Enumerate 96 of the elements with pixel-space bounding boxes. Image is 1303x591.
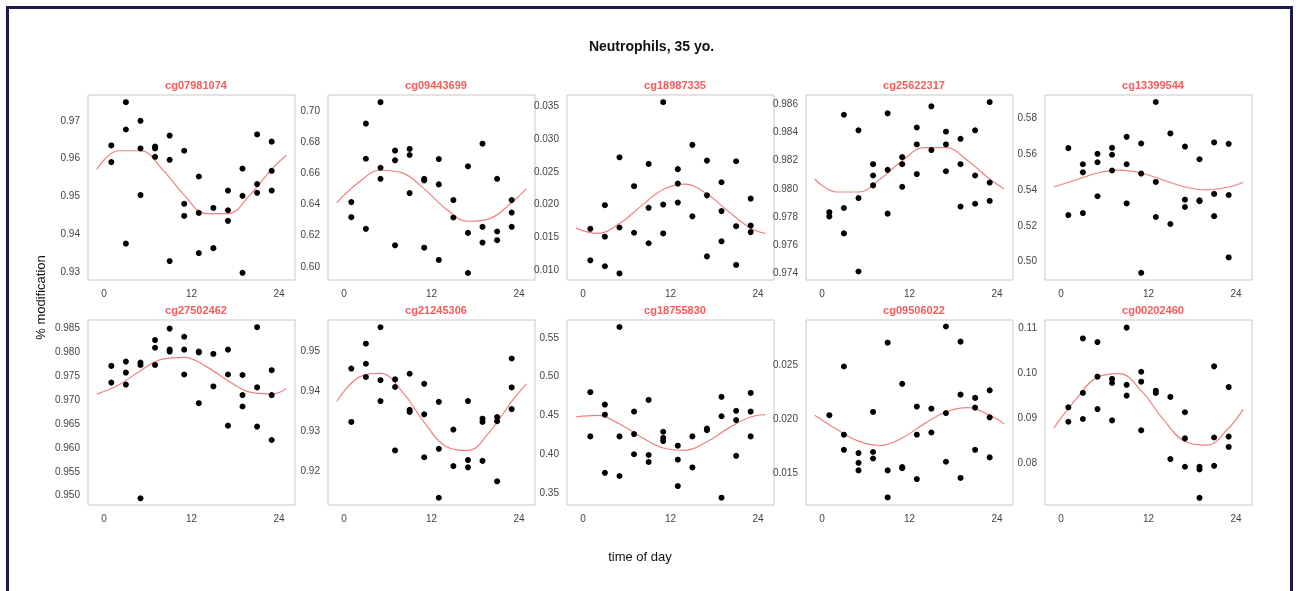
x-tick-label: 12 xyxy=(664,512,677,524)
y-tick-label: 0.70 xyxy=(300,105,321,117)
x-tick-label: 0 xyxy=(819,287,826,299)
x-tick-label: 24 xyxy=(752,512,764,524)
y-tick-label: 0.66 xyxy=(300,167,321,179)
y-tick-label: 0.93 xyxy=(60,266,81,278)
x-tick-label: 12 xyxy=(425,512,438,524)
x-tick-label: 24 xyxy=(752,287,764,299)
text: Neutrophils, 35 yo. xyxy=(587,38,716,54)
x-tick-label: 12 xyxy=(425,287,438,299)
y-tick-label: 0.09 xyxy=(1017,412,1038,424)
x-tick-label: 0 xyxy=(580,287,587,299)
y-tick-label: 0.95 xyxy=(300,344,321,356)
y-tick-label: 0.976 xyxy=(772,239,799,251)
y-tick-label: 0.10 xyxy=(1017,367,1038,379)
chart-title: cg09506022 xyxy=(883,303,945,316)
x-tick-label: 0 xyxy=(1058,512,1065,524)
y-tick-label: 0.950 xyxy=(54,489,81,501)
x-tick-label: 0 xyxy=(101,512,108,524)
y-tick-label: 0.025 xyxy=(533,165,560,177)
y-tick-label: 0.025 xyxy=(772,358,799,370)
y-tick-label: 0.55 xyxy=(539,331,560,343)
chart-title: cg18987335 xyxy=(644,78,706,91)
y-tick-label: 0.11 xyxy=(1018,322,1038,334)
y-tick-label: 0.955 xyxy=(54,465,81,477)
y-tick-label: 0.020 xyxy=(533,198,560,210)
x-tick-label: 24 xyxy=(991,287,1003,299)
y-tick-label: 0.97 xyxy=(60,114,81,126)
y-tick-label: 0.015 xyxy=(533,231,560,243)
x-axis-title: time of day xyxy=(607,549,673,564)
y-tick-label: 0.015 xyxy=(772,467,799,479)
x-tick-label: 0 xyxy=(580,512,587,524)
x-tick-label: 24 xyxy=(1230,512,1242,524)
x-tick-label: 12 xyxy=(903,287,916,299)
y-tick-label: 0.58 xyxy=(1017,112,1038,124)
y-tick-label: 0.52 xyxy=(1017,219,1038,231)
x-tick-label: 12 xyxy=(664,287,677,299)
y-tick-label: 0.60 xyxy=(300,260,321,272)
y-tick-label: 0.50 xyxy=(539,370,560,382)
y-tick-label: 0.982 xyxy=(772,154,799,166)
x-tick-label: 12 xyxy=(185,287,198,299)
x-tick-label: 0 xyxy=(341,512,348,524)
y-tick-label: 0.965 xyxy=(54,417,81,429)
x-tick-label: 24 xyxy=(273,287,285,299)
y-tick-label: 0.40 xyxy=(539,447,560,459)
y-tick-label: 0.93 xyxy=(300,424,321,436)
y-tick-label: 0.980 xyxy=(54,346,81,358)
chart-title: cg13399544 xyxy=(1122,78,1185,91)
chart-title: cg00202460 xyxy=(1122,303,1184,316)
y-tick-label: 0.984 xyxy=(772,126,799,138)
y-tick-label: 0.978 xyxy=(772,210,799,222)
chart-title: cg07981074 xyxy=(165,78,228,91)
y-tick-label: 0.54 xyxy=(1017,183,1038,195)
y-tick-label: 0.035 xyxy=(533,100,560,111)
x-tick-label: 0 xyxy=(341,287,348,299)
x-tick-label: 24 xyxy=(513,512,525,524)
y-tick-label: 0.975 xyxy=(54,369,81,381)
x-tick-label: 12 xyxy=(1142,512,1155,524)
y-tick-label: 0.010 xyxy=(533,264,560,275)
y-tick-label: 0.94 xyxy=(300,384,321,396)
x-tick-label: 24 xyxy=(513,287,525,299)
chart-title: cg21245306 xyxy=(405,303,467,316)
x-tick-label: 12 xyxy=(185,512,198,524)
y-tick-label: 0.68 xyxy=(300,136,321,148)
x-tick-label: 12 xyxy=(1142,287,1155,299)
y-tick-label: 0.986 xyxy=(772,97,799,109)
y-tick-label: 0.56 xyxy=(1017,148,1038,160)
chart-title: cg09443699 xyxy=(405,78,467,91)
chart-title: cg18755830 xyxy=(644,303,706,316)
y-tick-label: 0.960 xyxy=(54,441,81,453)
y-tick-label: 0.45 xyxy=(539,409,560,421)
chart-title: cg25622317 xyxy=(883,78,945,91)
x-tick-label: 0 xyxy=(1058,287,1065,299)
y-tick-label: 0.35 xyxy=(539,486,560,498)
y-tick-label: 0.62 xyxy=(300,229,321,241)
y-tick-label: 0.50 xyxy=(1017,255,1038,267)
y-tick-label: 0.92 xyxy=(300,464,321,476)
y-tick-label: 0.94 xyxy=(60,228,81,240)
y-tick-label: 0.020 xyxy=(772,412,799,424)
y-tick-label: 0.96 xyxy=(60,152,81,164)
chart-title: cg27502462 xyxy=(165,303,227,316)
y-tick-label: 0.030 xyxy=(533,132,560,144)
y-axis-title: % modification xyxy=(32,254,48,342)
x-tick-label: 24 xyxy=(273,512,285,524)
y-tick-label: 0.08 xyxy=(1017,457,1038,469)
x-tick-label: 24 xyxy=(991,512,1003,524)
x-tick-label: 0 xyxy=(101,287,108,299)
x-tick-label: 0 xyxy=(819,512,826,524)
y-tick-label: 0.974 xyxy=(772,267,799,279)
y-tick-label: 0.95 xyxy=(60,190,81,202)
y-tick-label: 0.985 xyxy=(54,322,81,334)
x-tick-label: 12 xyxy=(903,512,916,524)
x-tick-label: 24 xyxy=(1230,287,1242,299)
y-tick-label: 0.64 xyxy=(300,198,321,210)
y-tick-label: 0.970 xyxy=(54,393,81,405)
y-tick-label: 0.980 xyxy=(772,182,799,194)
